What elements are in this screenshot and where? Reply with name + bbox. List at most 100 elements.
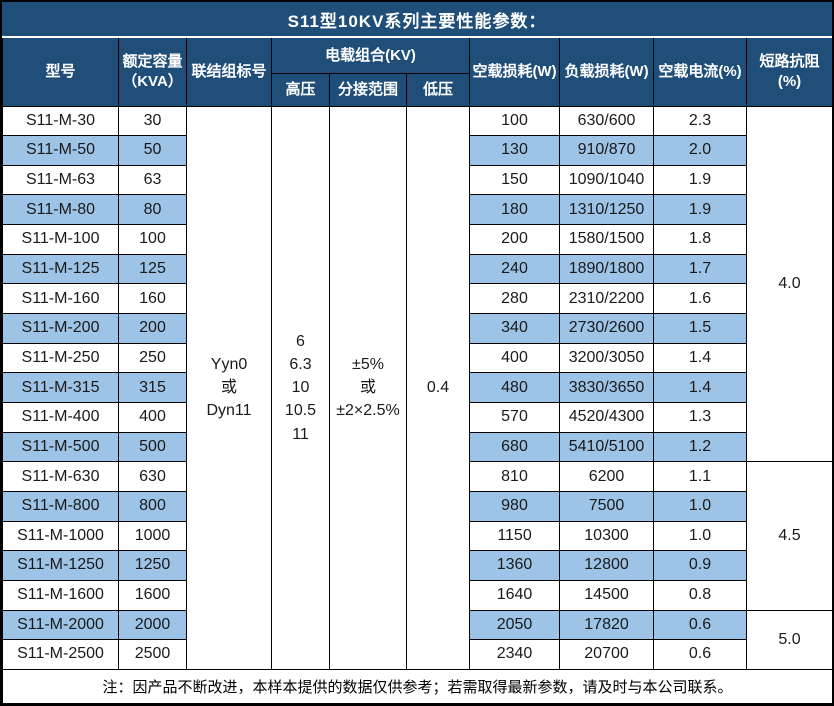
model-cell: S11-M-500 (2, 431, 119, 463)
load-loss-cell: 10300 (559, 520, 655, 552)
model-cell: S11-M-160 (2, 283, 119, 315)
table-row: S11-M-80 80 180 1310/1250 1.9 (2, 194, 833, 226)
model-cell: S11-M-125 (2, 253, 119, 285)
model-cell: S11-M-250 (2, 342, 119, 374)
no-load-loss-cell: 240 (469, 253, 561, 285)
spec-table: 型号 额定容量 （KVA） 联结组标号 电载组合(KV) 空载损耗(W) 负载损… (2, 38, 833, 704)
table-row: S11-M-50 50 130 910/870 2.0 (2, 135, 833, 166)
capacity-cell: 100 (118, 224, 187, 255)
no-load-loss-cell: 340 (469, 313, 561, 344)
no-load-current-cell: 1.9 (653, 194, 748, 226)
load-loss-cell: 2310/2200 (559, 283, 655, 315)
table-footer: 注：因产品不断改进，本样本提供的数据仅供参考；若需取得最新参数，请及时与本公司联… (2, 669, 832, 704)
no-load-current-cell: 1.0 (653, 520, 748, 552)
model-cell: S11-M-200 (2, 313, 119, 344)
impedance-cell: 4.5 (746, 461, 832, 611)
no-load-loss-cell: 200 (469, 224, 561, 255)
no-load-current-cell: 2.0 (653, 135, 748, 166)
model-cell: S11-M-315 (2, 372, 119, 404)
table-row: S11-M-200 200 340 2730/2600 1.5 (2, 313, 833, 344)
col-header-tap-range: 分接范围 (329, 72, 407, 107)
capacity-cell: 800 (118, 491, 187, 522)
impedance-cell: 4.0 (746, 105, 832, 463)
model-cell: S11-M-1600 (2, 580, 119, 611)
capacity-cell: 200 (118, 313, 187, 344)
capacity-cell: 1600 (118, 580, 187, 611)
model-cell: S11-M-80 (2, 194, 119, 226)
no-load-loss-cell: 2050 (469, 609, 561, 641)
load-loss-cell: 20700 (559, 639, 655, 670)
capacity-cell: 125 (118, 253, 187, 285)
model-cell: S11-M-630 (2, 461, 119, 493)
model-cell: S11-M-1250 (2, 550, 119, 581)
no-load-loss-cell: 180 (469, 194, 561, 226)
no-load-loss-cell: 570 (469, 402, 561, 433)
tap-range-cell: ±5% 或 ±2×2.5% (329, 105, 407, 670)
model-cell: S11-M-1000 (2, 520, 119, 552)
no-load-current-cell: 1.1 (653, 461, 748, 493)
page-title: S11型10KV系列主要性能参数： (2, 2, 832, 38)
table-row: S11-M-250 250 400 3200/3050 1.4 (2, 342, 833, 374)
load-loss-cell: 3200/3050 (559, 342, 655, 374)
load-loss-cell: 3830/3650 (559, 372, 655, 404)
no-load-loss-cell: 980 (469, 491, 561, 522)
load-loss-cell: 630/600 (559, 105, 655, 137)
load-loss-cell: 17820 (559, 609, 655, 641)
capacity-cell: 400 (118, 402, 187, 433)
no-load-current-cell: 0.9 (653, 550, 748, 581)
capacity-cell: 1000 (118, 520, 187, 552)
table-row: S11-M-630 630 810 6200 1.1 4.5 (2, 461, 832, 611)
no-load-current-cell: 1.4 (653, 372, 748, 404)
no-load-current-cell: 2.3 (653, 105, 748, 137)
no-load-loss-cell: 150 (469, 164, 561, 196)
col-header-low-voltage: 低压 (405, 72, 471, 107)
model-cell: S11-M-2500 (2, 639, 119, 670)
no-load-current-cell: 1.2 (653, 431, 748, 463)
table-row: S11-M-100 100 200 1580/1500 1.8 (2, 224, 833, 255)
col-header-connection: 联结组标号 (186, 38, 272, 107)
load-loss-cell: 6200 (559, 461, 655, 493)
no-load-loss-cell: 1150 (469, 520, 561, 552)
no-load-loss-cell: 1360 (469, 550, 561, 581)
no-load-loss-cell: 1640 (469, 580, 561, 611)
no-load-current-cell: 1.0 (653, 491, 748, 522)
table-row: S11-M-500 500 680 5410/5100 1.2 (2, 431, 833, 463)
load-loss-cell: 7500 (559, 491, 655, 522)
no-load-current-cell: 1.9 (653, 164, 748, 196)
load-loss-cell: 1310/1250 (559, 194, 655, 226)
no-load-loss-cell: 2340 (469, 639, 561, 670)
no-load-current-cell: 0.8 (653, 580, 748, 611)
table-row: S11-M-125 125 240 1890/1800 1.7 (2, 253, 833, 285)
no-load-loss-cell: 480 (469, 372, 561, 404)
load-loss-cell: 4520/4300 (559, 402, 655, 433)
capacity-cell: 2000 (118, 609, 187, 641)
model-cell: S11-M-2000 (2, 609, 119, 641)
table-row: S11-M-1000 1000 1150 10300 1.0 (2, 520, 833, 552)
low-voltage-cell: 0.4 (405, 105, 471, 670)
capacity-cell: 500 (118, 431, 187, 463)
table-row: S11-M-1250 1250 1360 12800 0.9 (2, 550, 833, 581)
table-row: S11-M-30 30 Yyn0 或 Dyn11 6 6.3 10 10.5 11 ±5… (2, 105, 832, 670)
capacity-cell: 1250 (118, 550, 187, 581)
load-loss-cell: 12800 (559, 550, 655, 581)
no-load-loss-cell: 130 (469, 135, 561, 166)
no-load-current-cell: 1.8 (653, 224, 748, 255)
footer-note: 注：因产品不断改进，本样本提供的数据仅供参考；若需取得最新参数，请及时与本公司联… (2, 669, 832, 704)
capacity-cell: 250 (118, 342, 187, 374)
load-loss-cell: 910/870 (559, 135, 655, 166)
table-body: S11-M-30 30 Yyn0 或 Dyn11 6 6.3 10 10.5 11 ±5… (2, 105, 833, 671)
capacity-cell: 630 (118, 461, 187, 493)
no-load-loss-cell: 810 (469, 461, 561, 493)
no-load-current-cell: 1.6 (653, 283, 748, 315)
table-row: S11-M-160 160 280 2310/2200 1.6 (2, 283, 833, 315)
model-cell: S11-M-100 (2, 224, 119, 255)
load-loss-cell: 1890/1800 (559, 253, 655, 285)
model-cell: S11-M-30 (2, 105, 119, 137)
col-header-voltage-combo: 电载组合(KV) (270, 38, 471, 74)
col-header-capacity: 额定容量 （KVA） (118, 38, 187, 107)
no-load-current-cell: 0.6 (653, 639, 748, 670)
no-load-loss-cell: 100 (469, 105, 561, 137)
capacity-cell: 80 (118, 194, 187, 226)
table-row: S11-M-2000 2000 2050 17820 0.6 5.0 (2, 609, 832, 671)
